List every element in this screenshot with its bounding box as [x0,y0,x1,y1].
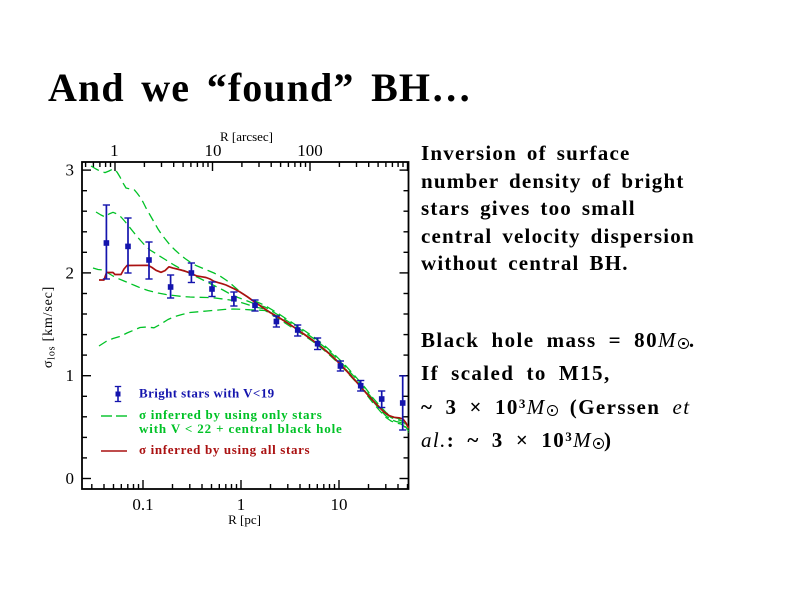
svg-text:σ inferred by using only stars: σ inferred by using only stars [139,407,323,422]
svg-text:σlos [km/sec]: σlos [km/sec] [41,286,58,368]
svg-text:1: 1 [66,366,75,385]
svg-text:Bright stars with V<19: Bright stars with V<19 [139,386,275,401]
svg-text:10: 10 [205,141,222,160]
svg-text:1: 1 [110,141,119,160]
svg-text:R [arcsec]: R [arcsec] [220,129,273,144]
svg-text:10: 10 [331,495,348,514]
svg-text:with V < 22 + central black ho: with V < 22 + central black hole [139,421,343,436]
svg-text:R [pc]: R [pc] [228,512,261,527]
svg-text:100: 100 [297,141,323,160]
svg-text:0: 0 [66,469,75,488]
svg-text:0.1: 0.1 [132,495,153,514]
svg-text:1: 1 [237,495,246,514]
svg-text:2: 2 [66,263,75,282]
svg-text:3: 3 [66,161,75,180]
svg-text:σ inferred by using all stars: σ inferred by using all stars [139,442,310,457]
